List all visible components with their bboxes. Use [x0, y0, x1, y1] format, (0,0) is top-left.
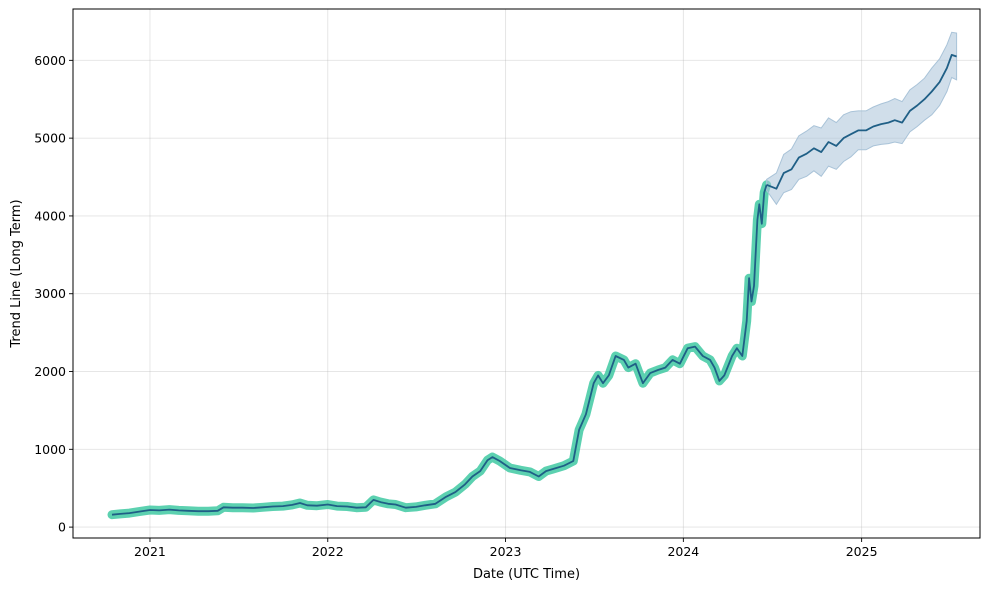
y-axis-label: Trend Line (Long Term) — [9, 199, 24, 348]
historical-trend-line — [111, 184, 768, 516]
y-axis-ticks: 0 1000 2000 3000 4000 5000 6000 — [34, 53, 73, 535]
x-tick-label: 2025 — [846, 544, 878, 559]
grid — [73, 9, 980, 538]
y-tick-label: 1000 — [34, 442, 66, 457]
y-tick-label: 0 — [58, 520, 66, 535]
y-tick-label: 6000 — [34, 53, 66, 68]
trend-lines — [111, 54, 957, 516]
x-tick-label: 2021 — [134, 544, 166, 559]
x-tick-label: 2023 — [490, 544, 522, 559]
y-tick-label: 3000 — [34, 286, 66, 301]
x-tick-label: 2022 — [312, 544, 344, 559]
y-tick-label: 2000 — [34, 364, 66, 379]
forecast-band — [766, 31, 958, 206]
y-tick-label: 5000 — [34, 131, 66, 146]
confidence-bands — [107, 31, 958, 520]
x-axis-ticks: 2021 2022 2023 2024 2025 — [134, 538, 878, 559]
y-tick-label: 4000 — [34, 208, 66, 223]
x-tick-label: 2024 — [667, 544, 699, 559]
historical-band — [107, 180, 772, 520]
plot-frame — [72, 8, 981, 539]
x-axis-label: Date (UTC Time) — [473, 567, 580, 582]
forecast-trend-line — [766, 54, 957, 190]
